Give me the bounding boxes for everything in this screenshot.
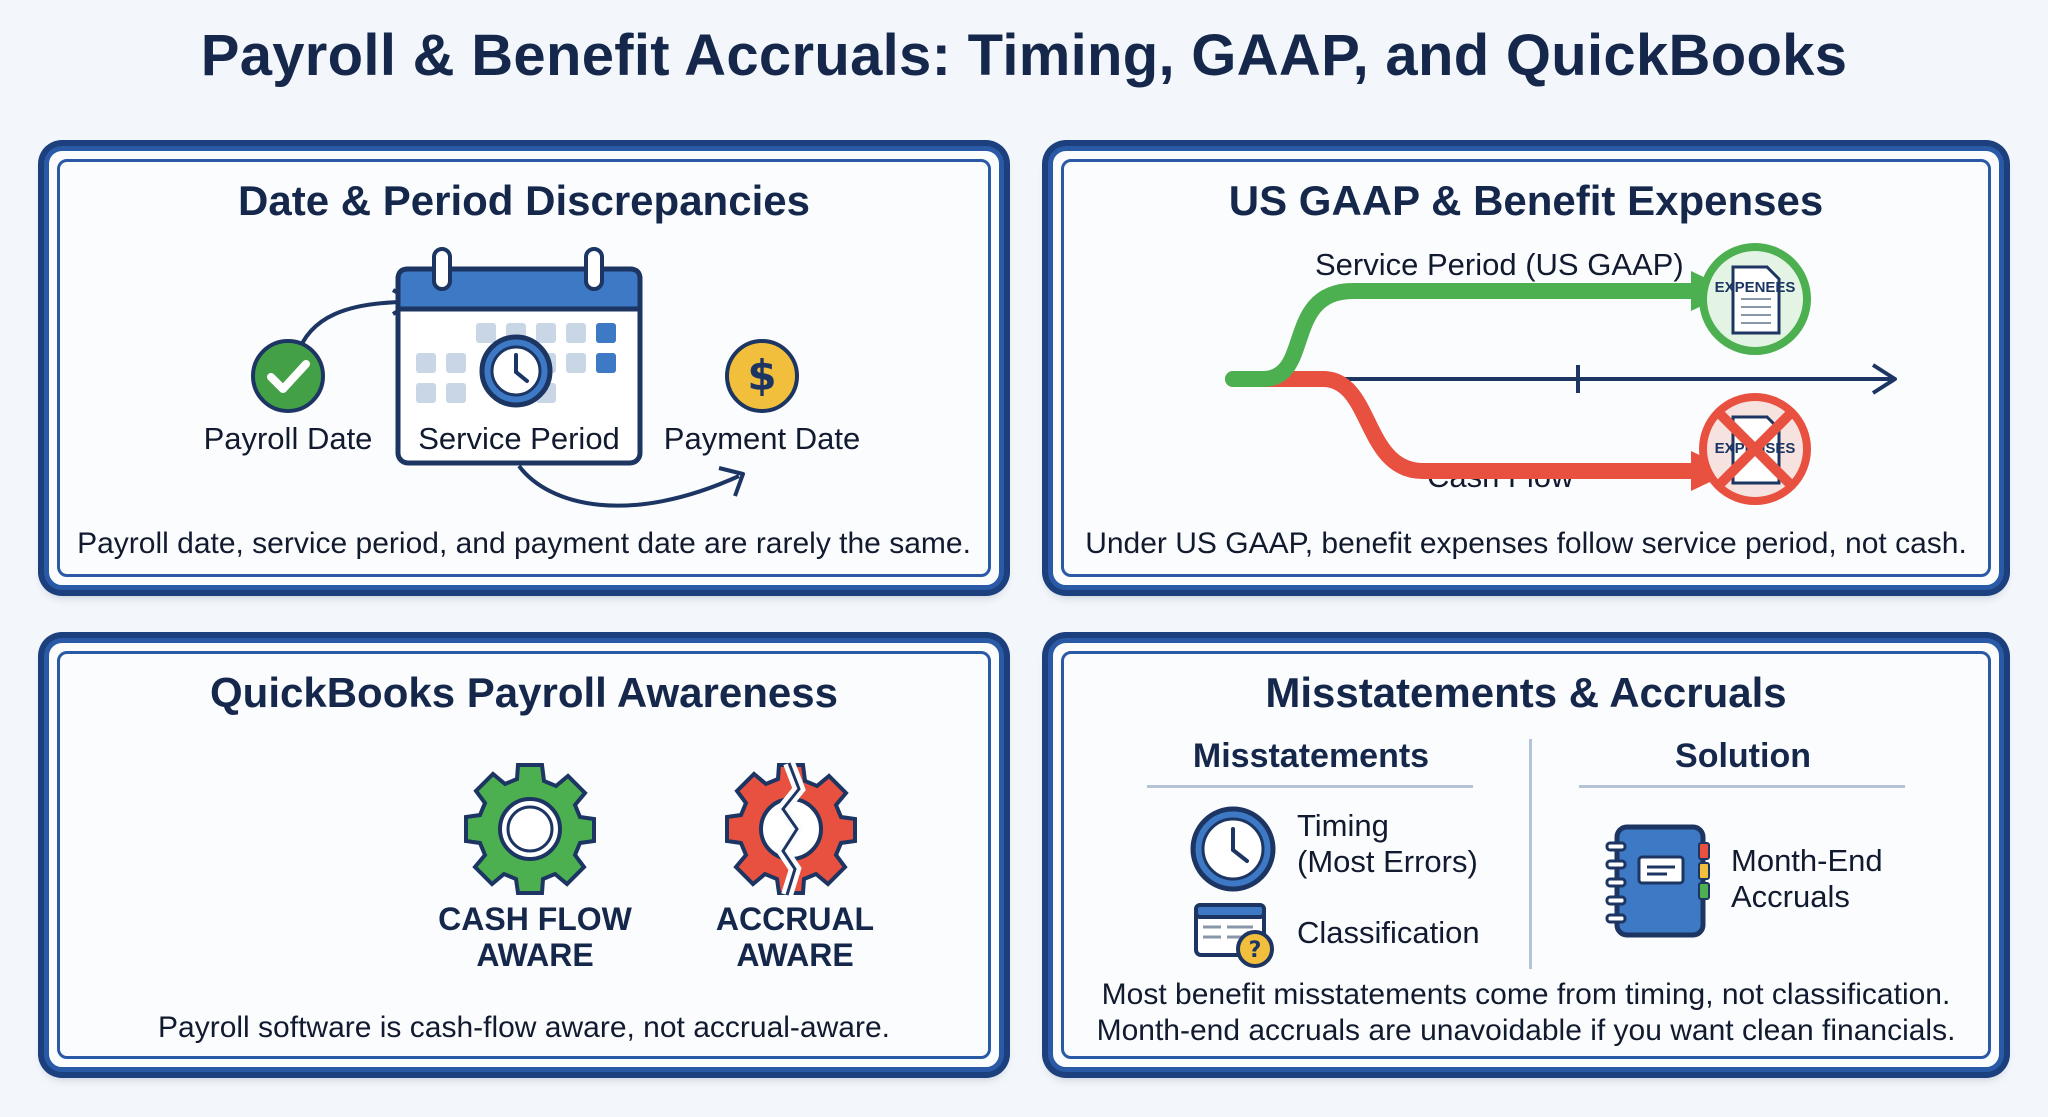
calendar-icon: [395, 247, 643, 466]
accrual-aware-line1: ACCRUAL: [715, 901, 875, 937]
accruals-line2: Accruals: [1731, 879, 1850, 914]
curved-arrow-icon: [517, 464, 745, 508]
misstatements-caption-line1: Most benefit misstatements come from tim…: [1101, 978, 1951, 1011]
expenses-document-icon: EXPENEES: [1699, 243, 1811, 355]
accrual-aware-line2: AWARE: [736, 937, 854, 973]
cash-flow-aware-label: CASH FLOW AWARE: [438, 901, 632, 973]
gaap-caption: Under US GAAP, benefit expenses follow s…: [1085, 527, 1967, 560]
gaap-title: US GAAP & Benefit Expenses: [1228, 177, 1824, 224]
timing-line2: (Most Errors): [1297, 844, 1478, 879]
crossed-expenses-icon: EXPENSES: [1699, 393, 1811, 505]
payroll-date-label: Payroll Date: [203, 421, 373, 456]
service-period-gaap-label: Service Period (US GAAP): [1315, 247, 1684, 282]
misstatements-subheading: Misstatements: [1192, 737, 1430, 775]
service-period-path: [1225, 283, 1701, 387]
green-gear-icon: [464, 763, 596, 895]
cash-flow-aware-line2: AWARE: [476, 937, 594, 973]
quickbooks-caption: Payroll software is cash-flow aware, not…: [158, 1011, 890, 1044]
classification-window-icon: ?: [1194, 903, 1274, 968]
misstatements-title: Misstatements & Accruals: [1265, 669, 1787, 716]
page-title: Payroll & Benefit Accruals: Timing, GAAP…: [200, 23, 1848, 88]
month-end-accruals-label: Month-End Accruals: [1731, 843, 1883, 915]
accrual-aware-label: ACCRUAL AWARE: [716, 901, 874, 973]
quickbooks-panel: QuickBooks Payroll Awareness CASH FLOW A…: [44, 638, 1004, 1072]
accruals-line1: Month-End: [1731, 843, 1883, 878]
misstatements-caption: Most benefit misstatements come from tim…: [1053, 977, 1999, 1049]
svg-text:$: $: [747, 351, 776, 400]
expenses-badge-text: EXPENEES: [1715, 279, 1796, 296]
notebook-icon: [1605, 824, 1710, 938]
check-circle-icon: [251, 339, 325, 413]
payment-date-label: Payment Date: [663, 421, 861, 456]
dollar-coin-icon: $: [725, 339, 799, 413]
solution-underline: [1579, 785, 1905, 788]
classification-label: Classification: [1297, 915, 1480, 950]
timeline-flow-diagram: [1225, 271, 1897, 491]
cash-flow-aware-line1: CASH FLOW: [438, 901, 632, 937]
clock-icon: [1190, 806, 1276, 892]
broken-red-gear-icon: [725, 760, 857, 897]
column-divider: [1529, 739, 1532, 969]
misstatements-panel: Misstatements & Accruals Misstatements S…: [1048, 638, 2004, 1072]
date-period-title: Date & Period Discrepancies: [238, 177, 810, 224]
svg-text:?: ?: [1249, 938, 1262, 963]
date-period-caption: Payroll date, service period, and paymen…: [77, 527, 971, 560]
misstatements-underline: [1147, 785, 1473, 788]
cash-flow-path: [1225, 371, 1701, 479]
timing-label: Timing (Most Errors): [1297, 808, 1478, 880]
solution-subheading: Solution: [1675, 737, 1811, 775]
gaap-panel: US GAAP & Benefit Expenses Service Perio…: [1048, 146, 2004, 590]
quickbooks-title: QuickBooks Payroll Awareness: [210, 669, 838, 716]
date-period-panel: Date & Period Discrepancies Payroll Date…: [44, 146, 1004, 590]
timing-line1: Timing: [1297, 808, 1389, 843]
service-period-label: Service Period: [418, 421, 620, 456]
timeline-arrowhead: [1871, 363, 1897, 395]
misstatements-caption-line2: Month-end accruals are unavoidable if yo…: [1096, 1014, 1956, 1047]
